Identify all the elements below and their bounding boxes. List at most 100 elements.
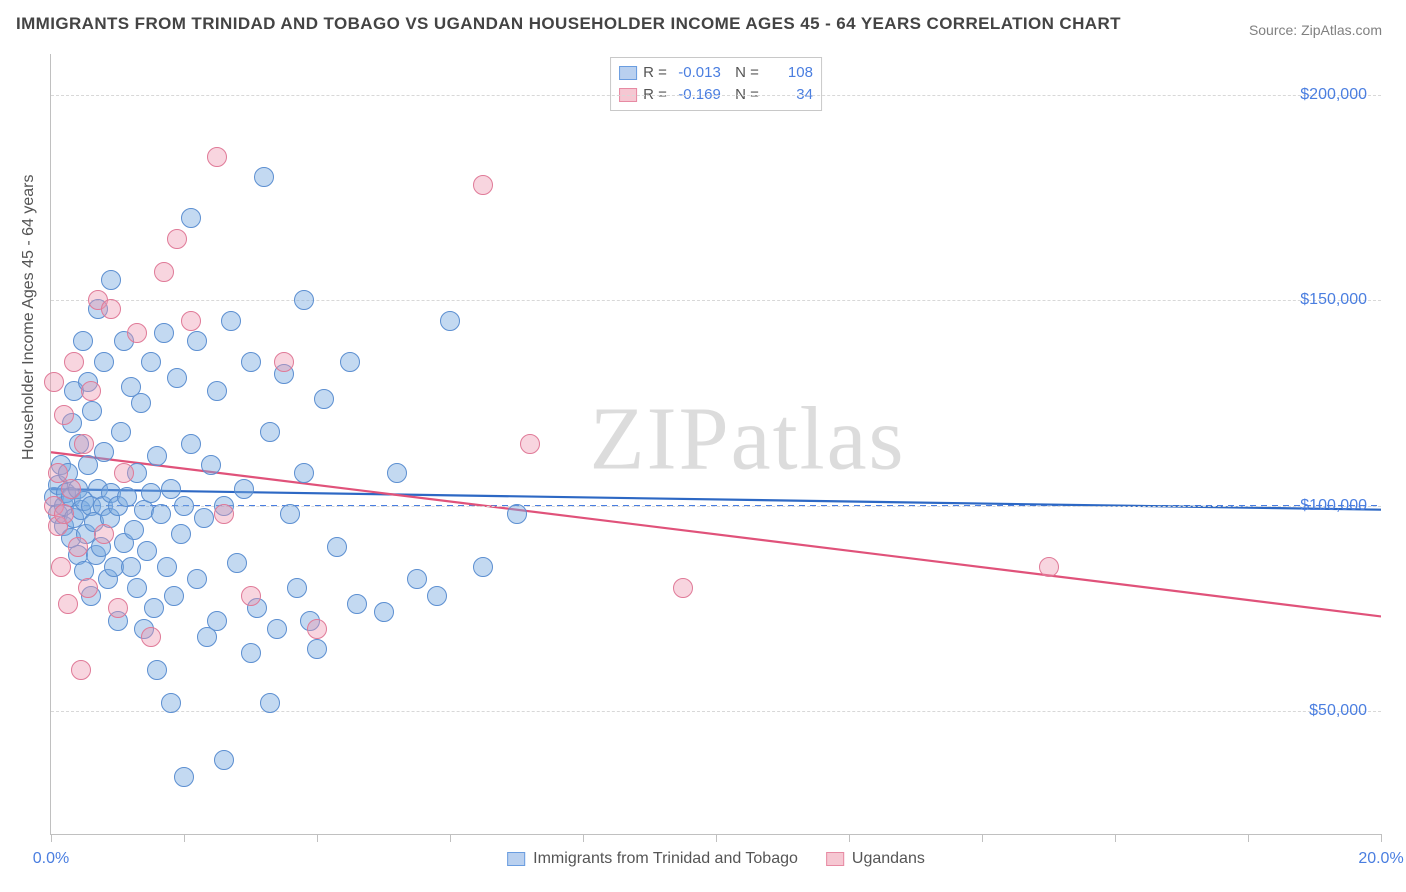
data-point (473, 175, 493, 195)
data-point (294, 463, 314, 483)
data-point (94, 352, 114, 372)
data-point (207, 611, 227, 631)
data-point (241, 352, 261, 372)
data-point (673, 578, 693, 598)
data-point (51, 557, 71, 577)
data-point (147, 660, 167, 680)
x-tick (317, 834, 318, 842)
data-point (187, 331, 207, 351)
data-point (374, 602, 394, 622)
y-tick-label: $200,000 (1300, 86, 1367, 104)
data-point (327, 537, 347, 557)
data-point (241, 643, 261, 663)
data-point (241, 586, 261, 606)
x-tick (450, 834, 451, 842)
data-point (54, 504, 74, 524)
data-point (274, 352, 294, 372)
y-tick-label: $150,000 (1300, 291, 1367, 309)
data-point (507, 504, 527, 524)
data-point (124, 520, 144, 540)
gridline (51, 300, 1381, 301)
chart-title: IMMIGRANTS FROM TRINIDAD AND TOBAGO VS U… (16, 14, 1121, 34)
data-point (131, 393, 151, 413)
swatch-icon (507, 852, 525, 866)
x-tick (1381, 834, 1382, 842)
data-point (71, 660, 91, 680)
data-point (58, 594, 78, 614)
x-tick-label-left: 0.0% (33, 850, 69, 868)
data-point (1039, 557, 1059, 577)
trend-overlay (51, 54, 1381, 834)
data-point (287, 578, 307, 598)
data-point (127, 323, 147, 343)
y-axis-label: Householder Income Ages 45 - 64 years (20, 175, 38, 461)
data-point (234, 479, 254, 499)
legend-label: Immigrants from Trinidad and Tobago (533, 850, 798, 868)
data-point (207, 381, 227, 401)
data-point (121, 557, 141, 577)
legend-item: Immigrants from Trinidad and Tobago (507, 850, 798, 868)
data-point (314, 389, 334, 409)
data-point (141, 483, 161, 503)
data-point (64, 352, 84, 372)
data-point (214, 750, 234, 770)
data-point (347, 594, 367, 614)
data-point (108, 598, 128, 618)
data-point (280, 504, 300, 524)
data-point (214, 504, 234, 524)
data-point (94, 524, 114, 544)
data-point (407, 569, 427, 589)
x-tick (184, 834, 185, 842)
gridline (51, 506, 1381, 507)
data-point (221, 311, 241, 331)
data-point (473, 557, 493, 577)
data-point (294, 290, 314, 310)
data-point (78, 455, 98, 475)
chart-container: IMMIGRANTS FROM TRINIDAD AND TOBAGO VS U… (0, 0, 1406, 892)
data-point (194, 508, 214, 528)
data-point (151, 504, 171, 524)
data-point (260, 422, 280, 442)
x-tick (583, 834, 584, 842)
data-point (94, 442, 114, 462)
data-point (260, 693, 280, 713)
data-point (254, 167, 274, 187)
data-point (73, 331, 93, 351)
data-point (68, 537, 88, 557)
data-point (307, 619, 327, 639)
data-point (174, 767, 194, 787)
data-point (137, 541, 157, 561)
data-point (174, 496, 194, 516)
data-point (207, 147, 227, 167)
legend-bottom: Immigrants from Trinidad and Tobago Ugand… (507, 850, 925, 868)
data-point (167, 229, 187, 249)
data-point (171, 524, 191, 544)
data-point (154, 323, 174, 343)
data-point (427, 586, 447, 606)
data-point (154, 262, 174, 282)
data-point (267, 619, 287, 639)
gridline (51, 95, 1381, 96)
data-point (201, 455, 221, 475)
data-point (157, 557, 177, 577)
data-point (111, 422, 131, 442)
y-tick-label: $50,000 (1309, 702, 1367, 720)
data-point (144, 598, 164, 618)
source-label: Source: ZipAtlas.com (1249, 22, 1382, 38)
data-point (181, 434, 201, 454)
data-point (307, 639, 327, 659)
data-point (161, 693, 181, 713)
data-point (81, 381, 101, 401)
data-point (141, 627, 161, 647)
x-tick (982, 834, 983, 842)
data-point (164, 586, 184, 606)
x-tick (849, 834, 850, 842)
data-point (44, 372, 64, 392)
legend-item: Ugandans (826, 850, 925, 868)
data-point (54, 405, 74, 425)
data-point (101, 270, 121, 290)
data-point (181, 208, 201, 228)
data-point (340, 352, 360, 372)
swatch-icon (826, 852, 844, 866)
x-tick (716, 834, 717, 842)
